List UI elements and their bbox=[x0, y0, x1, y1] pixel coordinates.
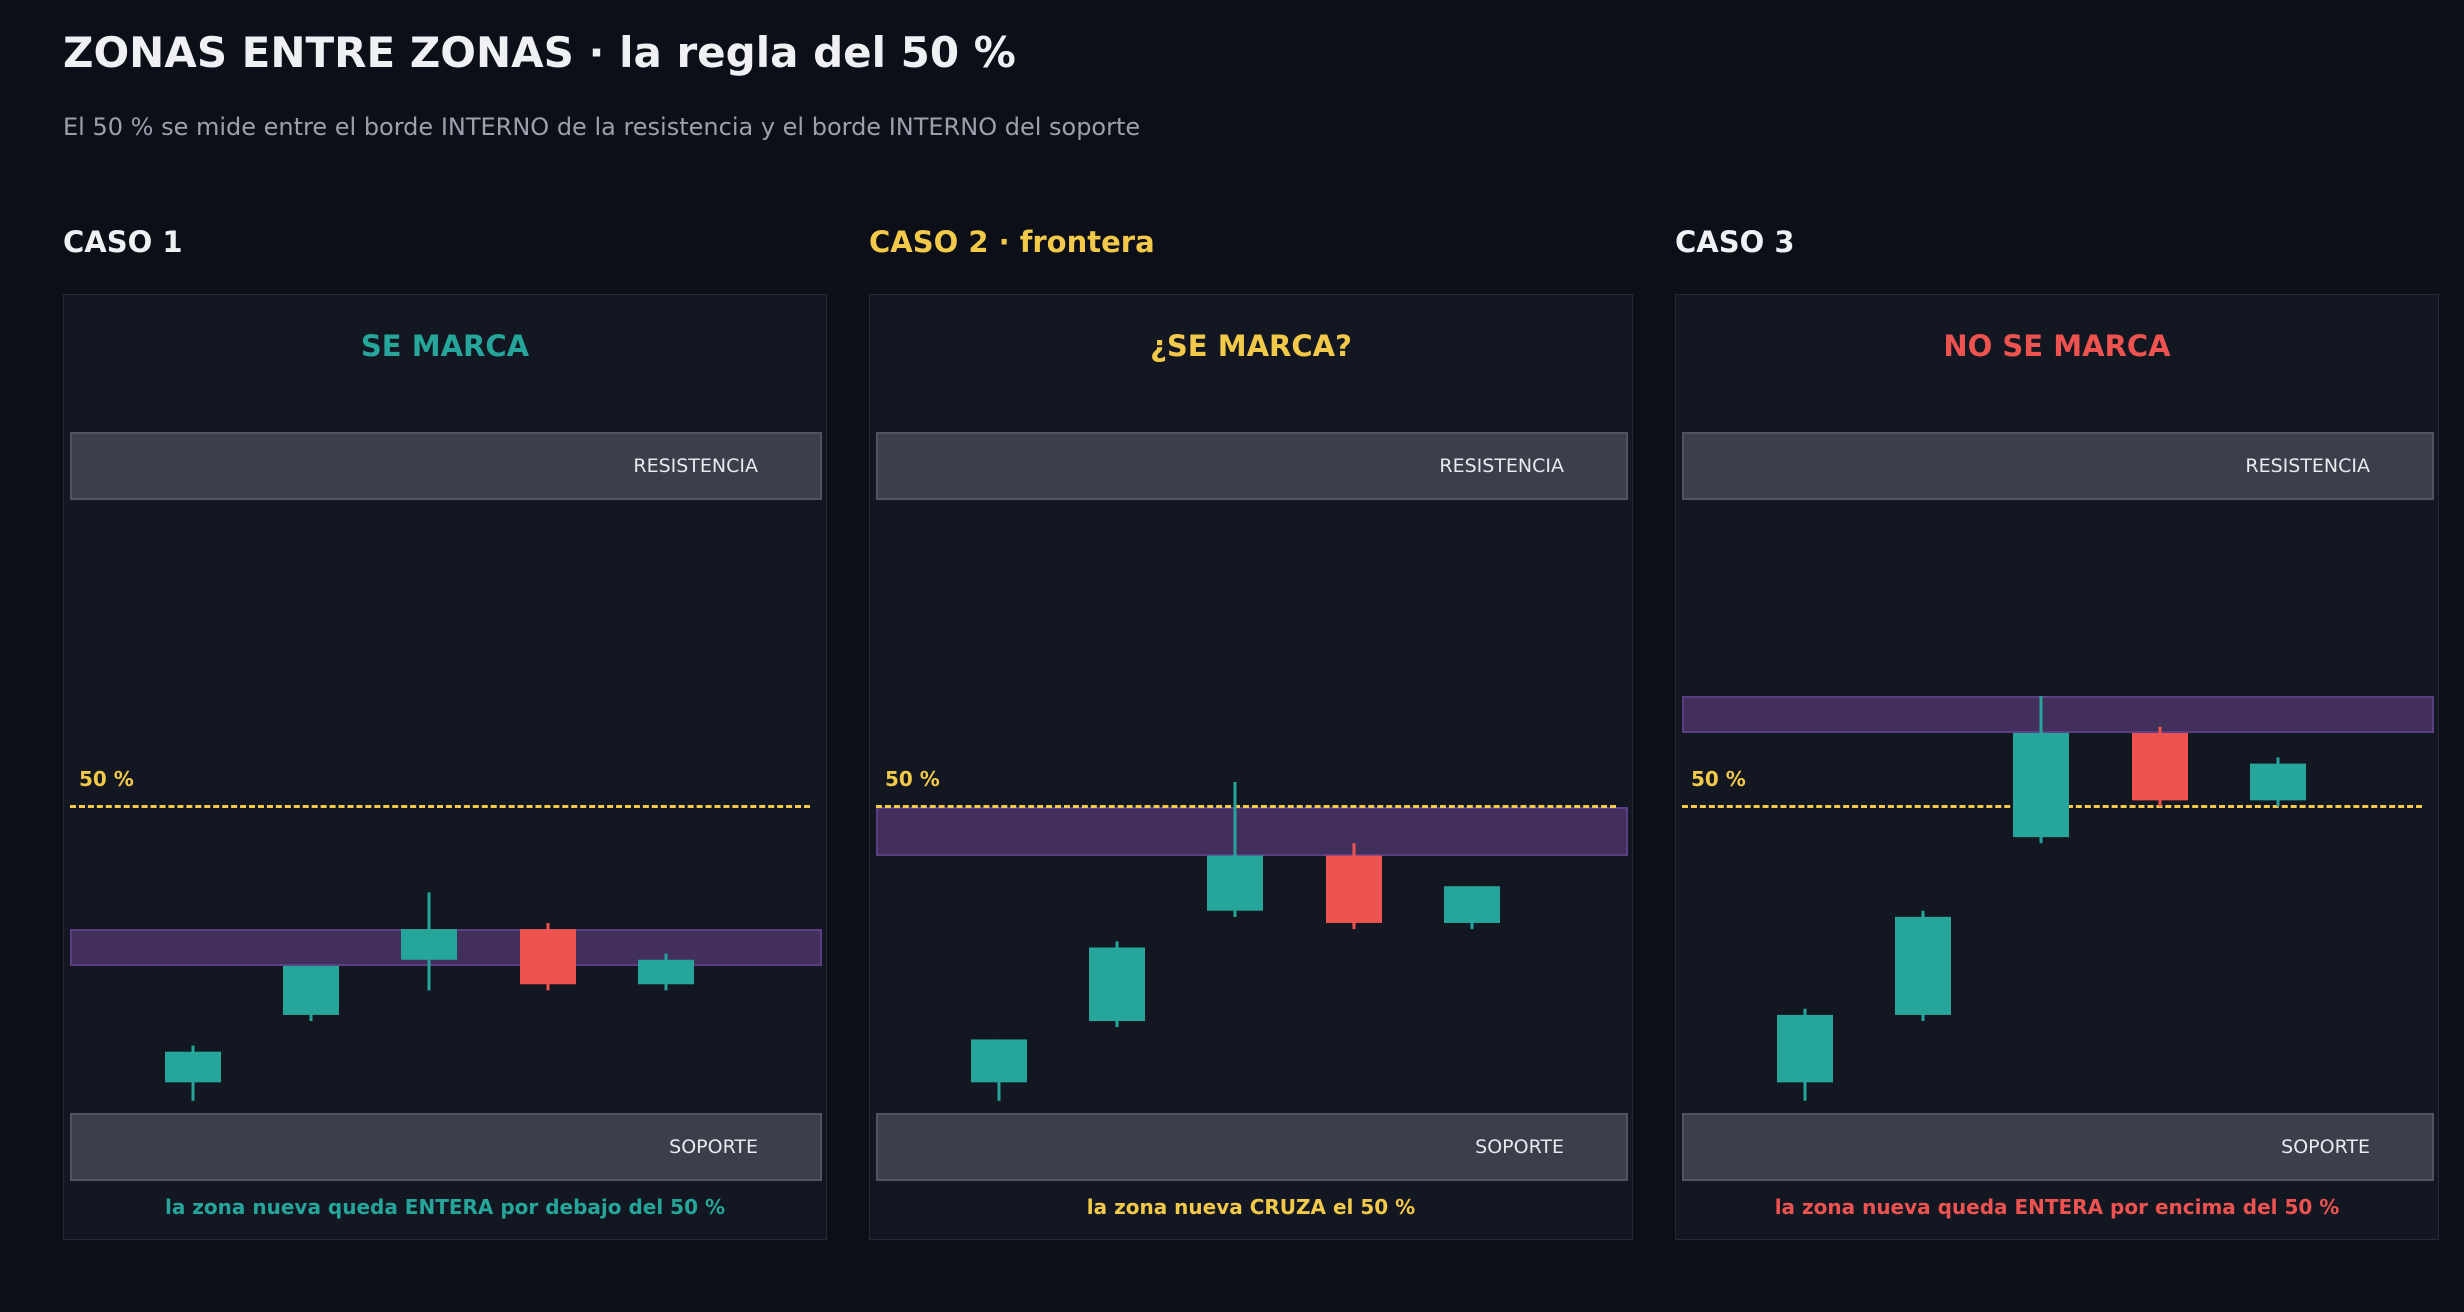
case-footer: la zona nueva queda ENTERA por debajo de… bbox=[164, 1195, 726, 1219]
case-panel: SE MARCA RESISTENCIA 50 % SOPORTE la zona nu… bbox=[63, 294, 827, 1240]
candle-body bbox=[401, 929, 457, 960]
support-zone: SOPORTE bbox=[70, 1113, 822, 1181]
candle-body bbox=[1895, 916, 1951, 1015]
page-title: ZONAS ENTRE ZONAS · la regla del 50 % bbox=[63, 28, 1016, 77]
candle-body bbox=[283, 965, 339, 1015]
midline-label: 50 % bbox=[79, 766, 134, 791]
resistance-label: RESISTENCIA bbox=[633, 455, 758, 477]
candle bbox=[1326, 843, 1382, 930]
candle-body bbox=[520, 929, 576, 985]
case-heading: CASO 3 bbox=[1675, 225, 1795, 259]
case-footer: la zona nueva CRUZA el 50 % bbox=[1086, 1195, 1416, 1219]
candle-body bbox=[2132, 732, 2188, 801]
candle bbox=[1895, 910, 1951, 1022]
midline-label: 50 % bbox=[1691, 766, 1746, 791]
candle-body bbox=[971, 1039, 1027, 1083]
candle-body bbox=[638, 959, 694, 985]
case-panel: ¿SE MARCA? RESISTENCIA 50 % SOPORTE la zona … bbox=[869, 294, 1633, 1240]
candles-chart bbox=[165, 892, 694, 1101]
candle-body bbox=[165, 1051, 221, 1083]
candle-body bbox=[2250, 763, 2306, 801]
midline-label: 50 % bbox=[885, 766, 940, 791]
support-label: SOPORTE bbox=[1475, 1136, 1564, 1158]
case-panel: NO SE MARCA RESISTENCIA 50 % SOPORTE la zona… bbox=[1675, 294, 2439, 1240]
candle-body bbox=[1089, 947, 1145, 1022]
candle-body bbox=[2013, 732, 2069, 838]
candles-chart bbox=[971, 781, 1500, 1101]
case-status: NO SE MARCA bbox=[1943, 329, 2171, 363]
candle bbox=[520, 922, 576, 991]
midline-50 bbox=[876, 805, 1616, 808]
page-subtitle: El 50 % se mide entre el borde INTERNO d… bbox=[63, 113, 1141, 141]
candle bbox=[165, 1045, 221, 1101]
candle-body bbox=[1444, 886, 1500, 923]
case-status: ¿SE MARCA? bbox=[1150, 329, 1352, 363]
candle bbox=[283, 965, 339, 1022]
candle-body bbox=[1207, 855, 1263, 911]
candles-chart bbox=[1777, 696, 2306, 1101]
case-status: SE MARCA bbox=[360, 329, 530, 363]
support-label: SOPORTE bbox=[2281, 1136, 2370, 1158]
resistance-zone: RESISTENCIA bbox=[70, 432, 822, 500]
candle bbox=[1444, 886, 1500, 930]
resistance-zone: RESISTENCIA bbox=[876, 432, 1628, 500]
case-heading: CASO 2 · frontera bbox=[869, 225, 1155, 259]
candle-body bbox=[1777, 1014, 1833, 1083]
candle bbox=[2132, 726, 2188, 807]
candle bbox=[971, 1039, 1027, 1101]
candle bbox=[2250, 757, 2306, 807]
candle bbox=[1207, 781, 1263, 917]
resistance-label: RESISTENCIA bbox=[2245, 455, 2370, 477]
candle bbox=[1777, 1008, 1833, 1101]
support-label: SOPORTE bbox=[669, 1136, 758, 1158]
new-zone bbox=[1682, 696, 2434, 733]
case-heading: CASO 1 bbox=[63, 225, 183, 259]
candle bbox=[2013, 696, 2069, 844]
midline-50 bbox=[70, 805, 810, 808]
support-zone: SOPORTE bbox=[1682, 1113, 2434, 1181]
candle-body bbox=[1326, 855, 1382, 923]
resistance-zone: RESISTENCIA bbox=[1682, 432, 2434, 500]
candle bbox=[1089, 941, 1145, 1028]
case-footer: la zona nueva queda ENTERA por encima de… bbox=[1774, 1195, 2340, 1219]
candle bbox=[638, 953, 694, 991]
support-zone: SOPORTE bbox=[876, 1113, 1628, 1181]
resistance-label: RESISTENCIA bbox=[1439, 455, 1564, 477]
candle bbox=[401, 892, 457, 991]
